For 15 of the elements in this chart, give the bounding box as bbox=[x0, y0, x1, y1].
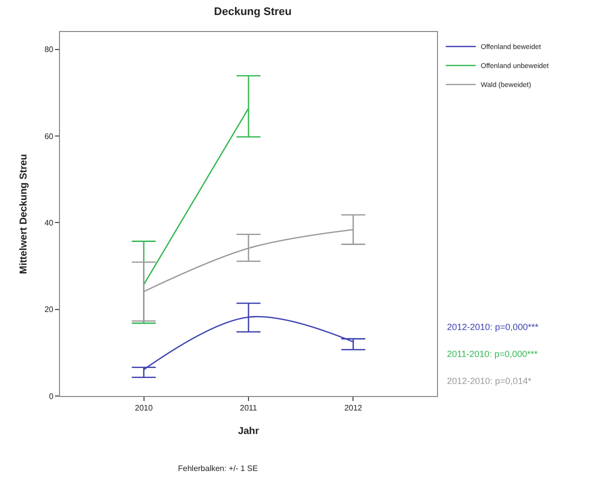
y-tick-label: 60 bbox=[44, 132, 54, 141]
text: 2011-2010: p=0,000*** bbox=[447, 349, 538, 359]
y-tick-label: 40 bbox=[44, 218, 54, 228]
y-tick-label: 0 bbox=[48, 392, 54, 401]
y-tick-label: 20 bbox=[44, 305, 54, 314]
x-tick-label: 2012 bbox=[344, 404, 363, 413]
x-tick-label: 2011 bbox=[240, 404, 258, 413]
text: Fehlerbalken: +/- 1 SE bbox=[178, 464, 258, 473]
text: 2012-2010: p=0,014* bbox=[447, 376, 532, 386]
chart-title: Deckung Streu bbox=[214, 6, 292, 18]
y-axis-title: Mittelwert Deckung Streu bbox=[18, 154, 30, 274]
x-tick-label: 2010 bbox=[134, 404, 154, 413]
text: 2012-2010: p=0,000*** bbox=[447, 322, 539, 332]
x-axis-title: Jahr bbox=[238, 426, 260, 438]
y-tick-label: 80 bbox=[44, 45, 54, 54]
